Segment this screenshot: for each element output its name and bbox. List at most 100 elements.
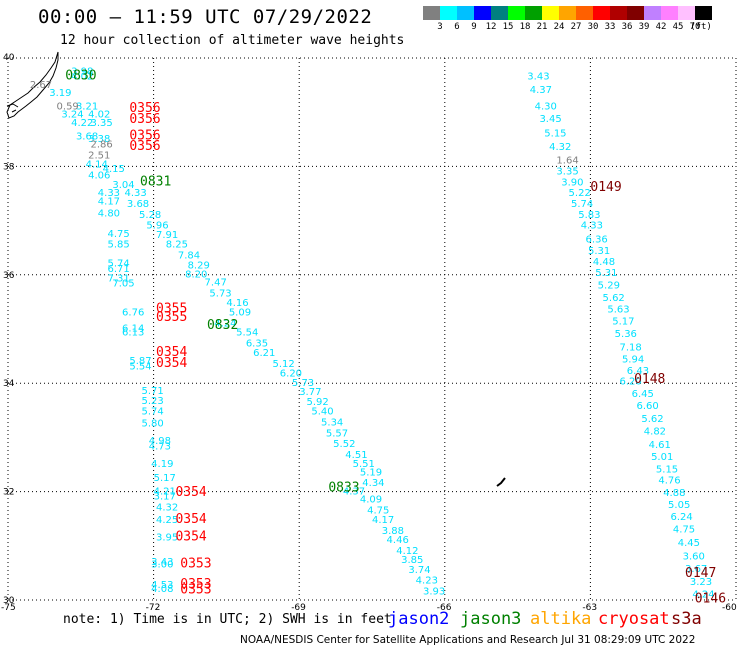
swh-value: 5.92	[306, 397, 328, 408]
swh-value: 5.83	[578, 210, 600, 221]
swh-value: 5.62	[603, 293, 625, 304]
swh-value: 7.47	[205, 278, 227, 289]
swh-value: 4.33	[581, 221, 603, 232]
swh-value: 4.76	[658, 475, 680, 486]
lon-label: -72	[146, 603, 161, 613]
swh-value: 5.34	[321, 417, 343, 428]
swh-value: 5.36	[615, 329, 637, 340]
swh-value: 6.13	[122, 328, 144, 339]
swh-value: 6.43	[627, 366, 649, 377]
pass-time-label: 0354	[175, 485, 206, 500]
swh-value: 5.80	[141, 419, 163, 430]
swh-value: 5.74	[141, 407, 163, 418]
swh-value: 5.15	[656, 465, 678, 476]
swh-value: 4.32	[156, 503, 178, 514]
swh-value: 4.08	[151, 584, 173, 595]
swh-value: 3.24	[61, 110, 83, 121]
swh-value: 4.51	[345, 450, 367, 461]
swh-value: 6.21	[253, 348, 275, 359]
swh-value: 5.17	[154, 473, 176, 484]
legend-label: 39	[638, 22, 650, 32]
swh-value: 4.82	[644, 427, 666, 438]
swh-value: 6.24	[670, 512, 692, 523]
swh-value: 8.29	[188, 260, 210, 271]
pass-time-label: 0148	[634, 372, 665, 387]
swh-value: 4.19	[151, 459, 173, 470]
pass-time-label: 0356	[129, 139, 160, 154]
legend-label: 36	[621, 22, 633, 32]
pass-time-label: 0147	[685, 566, 716, 581]
swh-value: 5.73	[209, 288, 231, 299]
legend-label: (ft)	[690, 22, 712, 32]
pass-time-label: 0356	[129, 128, 160, 143]
swh-value: 4.88	[663, 488, 685, 499]
swh-value: 7.91	[156, 230, 178, 241]
swh-value: 3.23	[690, 577, 712, 588]
swh-value: 4.02	[88, 110, 110, 121]
swh-value: 3.74	[408, 565, 430, 576]
swh-value: 4.45	[678, 538, 700, 549]
swh-value: 3.43	[527, 72, 549, 83]
swh-value: 4.17	[372, 515, 394, 526]
swh-value: 5.40	[311, 407, 333, 418]
swh-value: 2.67	[30, 80, 52, 91]
swh-value: 7.18	[620, 343, 642, 354]
legend-swatch	[542, 6, 559, 20]
legend-swatch	[423, 6, 440, 20]
swh-value: 5.51	[353, 459, 375, 470]
bermuda-island	[496, 477, 506, 487]
pass-time-label: 0832	[207, 318, 238, 333]
swh-value: 4.46	[387, 535, 409, 546]
swh-value: 6.60	[637, 401, 659, 412]
pass-time-label: 0146	[695, 592, 726, 607]
swh-value: 6.71	[107, 264, 129, 275]
swh-value: 4.30	[535, 101, 557, 112]
pass-time-label: 0355	[156, 310, 187, 325]
swh-values: 3.984.022.673.190.593.213.24 4.024.223.35…	[30, 66, 715, 600]
pass-time-label: 0354	[156, 356, 187, 371]
legend-label: 24	[553, 22, 565, 32]
swh-value: 5.17	[612, 317, 634, 328]
swh-value: 5.74	[107, 259, 129, 270]
swh-value: 4.37	[530, 85, 552, 96]
swh-value: 5.28	[139, 210, 161, 221]
swh-value: 5.19	[360, 467, 382, 478]
swh-value: 3.35	[556, 167, 578, 178]
axis-labels: 40 38 36 34 32 30-75 -72 -69 -66 -63 -60	[1, 53, 737, 613]
legend-label: 15	[502, 22, 514, 32]
legend-label: 70	[689, 22, 701, 32]
swh-value: 6.35	[246, 338, 268, 349]
pass-time-label: 0354	[156, 345, 187, 360]
swh-value: 4.02	[71, 72, 93, 83]
swh-value: 4.73	[149, 441, 171, 452]
swh-value: 5.31	[595, 268, 617, 279]
swh-value: 5.73	[292, 378, 314, 389]
pass-time-label: 0149	[590, 180, 621, 195]
lon-label: -69	[291, 603, 306, 613]
coastline-shore	[6, 103, 19, 113]
swh-value: 3.38	[88, 134, 110, 145]
swh-value: 3.98	[71, 66, 93, 77]
legend-cryosat: cryosat	[598, 609, 670, 629]
swh-value: 4.22	[71, 118, 93, 129]
swh-value: 3.95	[156, 532, 178, 543]
legend-swatch	[593, 6, 610, 20]
pass-time-label: 0355	[156, 302, 187, 317]
swh-value: 3.35	[91, 118, 113, 129]
swh-value: 4.15	[103, 164, 125, 175]
swh-value: 8.25	[166, 240, 188, 251]
color-legend-labels: 3 6 9 12 15 18 21 24 27 30 33 36 39 42 45 70 (ft)	[0, 22, 740, 36]
lat-label: 30	[3, 596, 15, 606]
pass-time-label: 0353	[180, 577, 211, 592]
swh-value: 3.88	[382, 526, 404, 537]
swh-value: 5.96	[146, 221, 168, 232]
swh-value: 5.01	[651, 452, 673, 463]
swh-value: 5.31	[588, 246, 610, 257]
swh-value: 6.76	[122, 307, 144, 318]
legend-swatch	[525, 6, 542, 20]
swh-value: 7.05	[112, 279, 134, 290]
swh-value: 3.68	[127, 199, 149, 210]
footnote: note: 1) Time is in UTC; 2) SWH is in fe…	[63, 612, 392, 627]
lon-label: -60	[722, 603, 737, 613]
